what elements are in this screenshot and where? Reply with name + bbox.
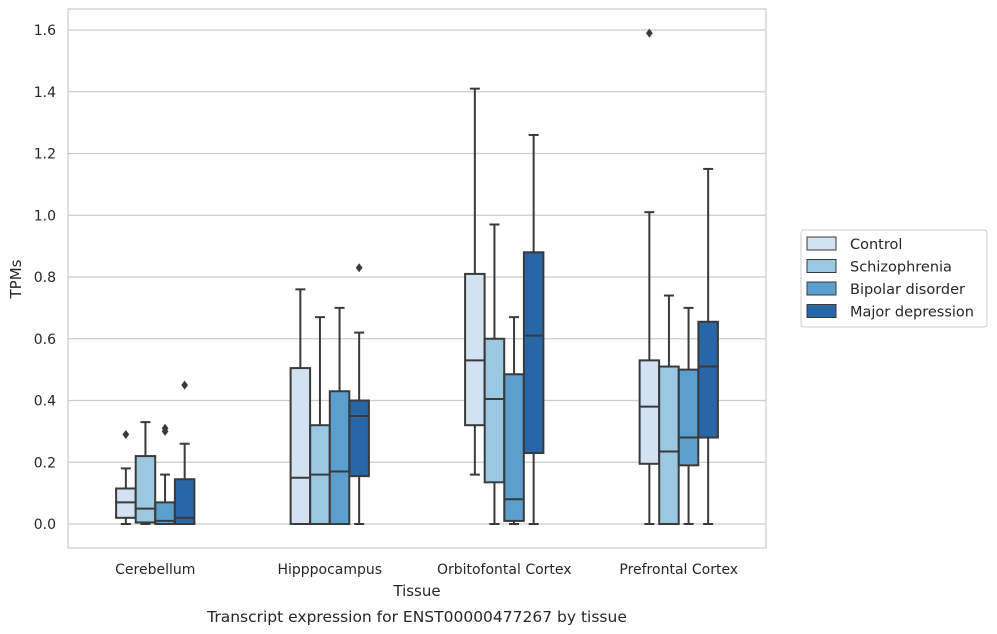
y-tick-label: 0.6 — [34, 332, 56, 348]
legend-label: Schizophrenia — [850, 260, 952, 276]
y-tick-label: 1.0 — [34, 208, 56, 224]
x-axis-ticks: Cerebellum Hipppocampus Orbitofontal Corte… — [115, 562, 738, 578]
box-3-0 — [638, 28, 661, 525]
box-rect — [483, 337, 506, 484]
box-3-1 — [658, 294, 680, 525]
y-tick-label: 1.2 — [34, 147, 56, 163]
plot-area-frame — [67, 8, 767, 549]
legend-swatch — [806, 236, 837, 251]
box-0-2 — [154, 423, 176, 526]
box-0-3 — [173, 380, 196, 526]
boxes-layer — [115, 28, 719, 526]
y-tick-label: 1.6 — [34, 23, 56, 39]
box-rect — [658, 365, 680, 525]
box-1-3 — [348, 263, 370, 525]
y-axis-label: TPMs — [7, 259, 25, 299]
x-tick-label: Cerebellum — [115, 562, 195, 578]
x-tick-label: Prefrontal Cortex — [619, 562, 738, 578]
box-rect — [348, 399, 370, 478]
box-2-2 — [503, 316, 525, 525]
x-tick-label: Orbitofontal Cortex — [437, 562, 572, 578]
y-tick-label: 0.8 — [34, 270, 56, 286]
y-axis-ticks: 0.0 0.2 0.4 0.6 0.8 1.0 1.2 1.4 1.6 — [34, 23, 56, 533]
legend-label: Major depression — [850, 305, 974, 321]
legend-swatch — [806, 304, 837, 318]
box-2-3 — [522, 133, 545, 525]
box-1-1 — [309, 316, 331, 526]
box-rect — [697, 320, 719, 439]
legend-swatch — [806, 281, 837, 296]
legend-label: Bipolar disorder — [850, 282, 965, 298]
outlier-point — [122, 429, 130, 439]
box-rect — [464, 272, 486, 427]
outlier-point — [161, 423, 169, 433]
box-rect — [328, 390, 351, 525]
y-tick-label: 0.0 — [34, 517, 56, 533]
x-tick-label: Hipppocampus — [277, 562, 382, 578]
legend-swatch — [806, 259, 837, 273]
box-0-1 — [134, 421, 157, 525]
outlier-point — [355, 263, 363, 273]
box-rect — [289, 367, 312, 525]
chart-caption: Transcript expression for ENST0000047726… — [206, 608, 627, 626]
box-rect — [677, 368, 700, 467]
legend-frame — [800, 229, 988, 328]
box-3-3 — [697, 167, 719, 525]
box-2-0 — [464, 87, 486, 476]
box-1-0 — [289, 288, 312, 525]
outlier-point — [645, 28, 653, 38]
box-rect — [638, 359, 661, 465]
box-0-0 — [115, 429, 137, 525]
box-rect — [134, 455, 157, 524]
y-tick-label: 0.2 — [34, 455, 56, 471]
box-rect — [173, 478, 196, 526]
outlier-point — [181, 380, 189, 390]
box-rect — [522, 251, 545, 454]
x-axis-label: Tissue — [392, 582, 440, 600]
box-1-2 — [328, 306, 351, 525]
box-2-1 — [483, 223, 506, 525]
legend-items: Control Schizophrenia Bipolar disorder Majo… — [806, 236, 974, 321]
legend: Control Schizophrenia Bipolar disorder Majo… — [800, 229, 988, 328]
y-tick-label: 1.4 — [34, 85, 56, 101]
legend-label: Control — [850, 237, 902, 253]
box-3-2 — [677, 306, 700, 525]
y-tick-label: 0.4 — [34, 394, 56, 410]
